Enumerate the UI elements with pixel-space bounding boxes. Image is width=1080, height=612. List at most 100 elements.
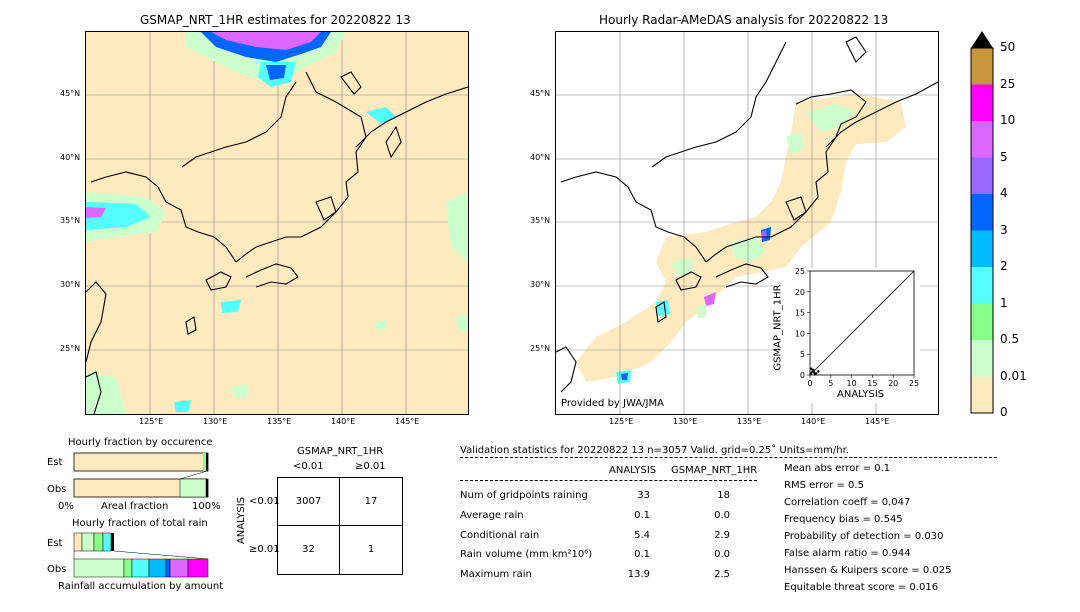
score-line: Frequency bias = 0.545 [784,514,903,525]
left-lon-label: 145°E [395,417,420,426]
scatter-point [810,370,814,373]
contingency-row-header: <0.01 [249,496,280,507]
right-lon-label: 140°E [801,417,826,426]
contingency-cell: 1 [367,544,375,555]
colorbar-cell [971,157,993,194]
occurrence-xlabel: Areal fraction [101,501,169,512]
contingency-col-header: <0.01 [293,461,324,472]
colorbar-label: 1 [1000,295,1008,310]
validation-row-analysis: 33 [637,490,650,501]
right-lon-label: 125°E [609,417,634,426]
scatter-x-tick-label: 20 [888,379,898,388]
validation-row-analysis: 13.9 [627,569,650,580]
right-lon-label: 130°E [673,417,698,426]
colorbar-cell [971,340,993,377]
left-lon-label: 130°E [203,417,228,426]
left-lat-label: 30°N [60,280,81,289]
colorbar-cell [971,121,993,158]
scatter-y-tick-label: 20 [795,288,805,297]
occurrence-est-bar [73,452,209,472]
left-lat-label: 25°N [60,344,81,353]
occurrence-est-rain [203,453,206,471]
occurrence-est-edge [206,453,208,471]
validation-row-gsmap: 0.0 [714,510,730,521]
score-line: Hanssen & Kuipers score = 0.025 [784,565,952,576]
colorbar-label: 4 [1000,186,1008,200]
validation-row-analysis: 5.4 [634,530,650,541]
occurrence-est-label: Est [47,457,63,468]
colorbar-cell [971,376,993,413]
left-lat-label: 40°N [60,153,81,162]
validation-row-label: Num of gridpoints raining [460,490,588,501]
total-rain-xlabel: Rainfall accumulation by amount [58,581,224,592]
colorbar [970,31,994,414]
left-map-title: GSMAP_NRT_1HR estimates for 20220822 13 [140,13,411,27]
colorbar-label: 25 [1000,76,1016,91]
colorbar-label: 0 [1000,405,1008,419]
occurrence-obs-rain [179,478,207,498]
left-map [85,31,469,415]
colorbar-label: 10 [1000,113,1016,127]
contingency-cell: 32 [302,544,315,555]
validation-col-gsmap: GSMAP_NRT_1HR [671,465,758,476]
validation-row-label: Maximum rain [460,569,532,580]
validation-row-analysis: 0.1 [634,549,650,560]
scatter-y-tick-label: 25 [795,267,805,276]
scatter-point [810,367,813,370]
contingency-title: GSMAP_NRT_1HR [297,446,384,457]
score-line: Probability of detection = 0.030 [784,531,944,542]
validation-col-analysis: ANALYSIS [609,465,657,476]
scatter-ylabel: GSMAP_NRT_1HR [772,284,784,371]
contingency-row-label: ANALYSIS [236,496,248,545]
right-lat-label: 30°N [530,280,551,289]
score-line: Correlation coeff = 0.047 [784,497,911,508]
colorbar-label: 50 [1000,40,1016,54]
scatter-y-tick-label: 5 [800,350,805,359]
validation-row-gsmap: 2.9 [714,530,730,541]
left-lat-label: 45°N [60,89,81,98]
left-lon-label: 125°E [139,417,164,426]
validation-row-label: Average rain [460,510,524,521]
scatter-y-tick-label: 10 [795,329,805,338]
colorbar-extend-arrow [971,31,993,48]
left-rain-areas [86,32,468,414]
left-lon-label: 140°E [331,417,356,426]
occurrence-tick-100: 100% [192,501,221,512]
score-line: Mean abs error = 0.1 [784,463,891,474]
colorbar-label: 0.01 [1000,368,1027,383]
validation-row-gsmap: 18 [717,490,730,501]
scatter-point [809,372,813,375]
validation-row-gsmap: 2.5 [714,569,730,580]
total-rain-bars [73,532,209,578]
occurrence-tick-0: 0% [58,501,74,512]
left-coastlines [86,71,468,414]
scatter-point [812,368,815,372]
colorbar-label: 0.5 [1000,332,1020,346]
scatter-frame [809,270,915,376]
credit-text: Provided by JWA/JMA [561,398,664,409]
scatter-x-tick-label: 25 [909,379,919,388]
colorbar-cell [971,267,993,304]
scatter-plot: 0 5 10 15 20 25 0 5 10 15 20 25 [795,267,919,388]
occurrence-obs-edge [206,479,208,497]
right-lat-label: 40°N [530,153,551,162]
contingency-col-header: ≥0.01 [355,461,386,472]
scatter-xlabel: ANALYSIS [837,389,885,400]
left-map-canvas [86,32,468,414]
scatter-x-tick-label: 10 [847,379,857,388]
right-map-title: Hourly Radar-AMeDAS analysis for 2022082… [599,13,889,27]
colorbar-label: 5 [1000,149,1008,164]
validation-divider [460,457,997,458]
right-coastlines [556,36,938,393]
left-lat-label: 35°N [60,216,81,225]
scatter-x-tick-label: 5 [828,379,833,388]
contingency-cell: 3007 [295,496,322,507]
validation-row-label: Conditional rain [460,530,540,541]
colorbar-label: 2 [1000,259,1008,273]
scatter-x-tick-label: 15 [867,379,877,388]
colorbar-label: 3 [1000,222,1008,237]
contingency-row-header: ≥0.01 [249,544,280,555]
scatter-diagonal [809,270,915,376]
validation-col-divider [460,480,757,481]
occurrence-obs-label: Obs [47,484,67,495]
